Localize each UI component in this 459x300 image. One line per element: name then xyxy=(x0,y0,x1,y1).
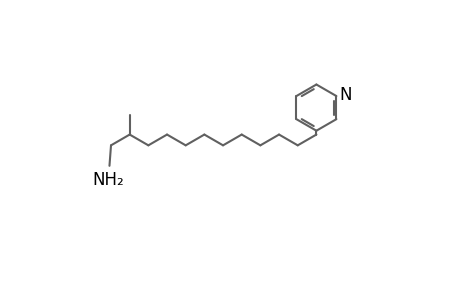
Text: NH₂: NH₂ xyxy=(93,171,124,189)
Text: N: N xyxy=(339,86,351,104)
